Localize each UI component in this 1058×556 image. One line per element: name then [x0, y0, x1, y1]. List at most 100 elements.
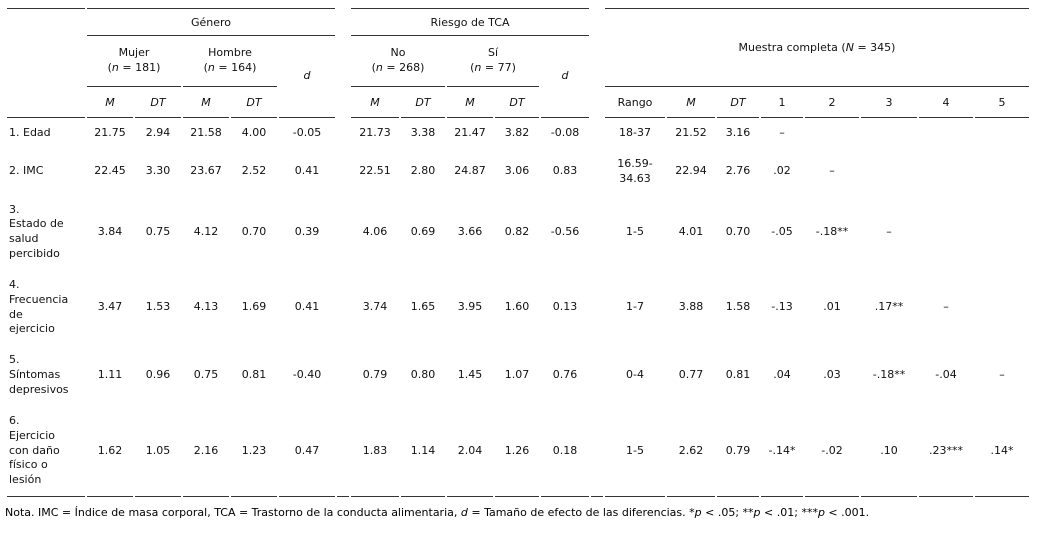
value-cell: 0.70: [241, 224, 267, 238]
value-cell: 3.74: [362, 300, 388, 314]
value-cell: 22.94: [675, 164, 707, 178]
mujer-n: (n = 181): [107, 61, 161, 74]
value-cell: 16.59-34.63: [617, 156, 653, 185]
value-cell: -0.08: [550, 126, 580, 139]
value-cell: 3.06: [504, 164, 530, 178]
spacer: [337, 270, 349, 345]
value-cell: .02: [773, 164, 791, 178]
value-cell: 0.41: [294, 164, 320, 178]
value-cell: 3.47: [97, 300, 123, 314]
value-cell: –: [943, 300, 949, 314]
value-cell: -0.40: [292, 368, 322, 382]
value-cell: –: [886, 224, 892, 238]
col-header-dt: DT: [135, 87, 181, 118]
value-cell: 3.38: [410, 126, 436, 139]
value-cell: .14*: [975, 406, 1029, 498]
value-cell: .10: [861, 406, 917, 498]
value-cell: 0.83: [552, 164, 578, 178]
value-cell: 22.45: [94, 164, 126, 178]
value-cell: 1-5: [605, 406, 665, 498]
value-cell: 0.80: [410, 368, 436, 382]
value-cell: 0.47: [279, 406, 335, 498]
value-cell: 2.94: [145, 126, 171, 139]
value-cell: 0.41: [294, 300, 320, 314]
stub-header: [7, 8, 85, 118]
spacer: [337, 406, 349, 498]
group-header-genero: Género: [87, 8, 335, 36]
value-cell: 3.88: [678, 300, 704, 314]
value-cell: 1.26: [495, 406, 539, 498]
col-header-3: 3: [861, 87, 917, 118]
value-cell: 3.30: [145, 164, 171, 178]
value-cell: 3.95: [457, 300, 483, 314]
value-cell: [975, 118, 1029, 149]
value-cell: [919, 118, 973, 149]
no-label: No: [390, 46, 406, 60]
value-cell: 0.75: [193, 368, 219, 382]
col-header-2: 2: [805, 87, 859, 118]
row-label: 6. Ejercicio con daño físico o lesión: [7, 406, 85, 498]
descriptives-table: Género Riesgo de TCA Muestra completa ( N…: [5, 8, 1031, 498]
value-cell: 24.87: [454, 164, 486, 178]
value-cell: 1.45: [457, 368, 483, 382]
value-cell: 2.04: [447, 406, 493, 498]
col-header-rango: Rango: [605, 87, 665, 118]
value-cell: [919, 195, 973, 270]
col-header-dt: DT: [231, 87, 277, 118]
value-cell: -.14*: [761, 406, 803, 498]
note-text: < .01; ***: [760, 506, 818, 520]
subgroup-header-si: Sí (n = 77): [447, 36, 539, 87]
value-cell: 4.01: [678, 224, 704, 238]
value-cell: 21.47: [454, 126, 486, 139]
col-header-m: M: [351, 87, 399, 118]
value-cell: .17**: [874, 300, 904, 314]
value-cell: 1.58: [725, 300, 751, 314]
value-cell: [861, 149, 917, 195]
value-cell: 21.52: [675, 126, 707, 139]
value-cell: 0.13: [552, 300, 578, 314]
value-cell: 4.00: [241, 126, 267, 139]
value-cell: -.18**: [872, 368, 906, 382]
value-cell: .03: [823, 368, 841, 382]
table-body: 1. Edad 21.75 2.94 21.58 4.00 -0.05 21.73 3.38 2…: [7, 118, 1029, 498]
group-header-riesgo-tca: Riesgo de TCA: [351, 8, 589, 36]
col-header-m: M: [447, 87, 493, 118]
value-cell: 2.62: [667, 406, 715, 498]
value-cell: [975, 270, 1029, 345]
value-cell: 0.77: [678, 368, 704, 382]
value-cell: 2.80: [410, 164, 436, 178]
p-symbol: p: [694, 506, 702, 520]
value-cell: 1.65: [410, 300, 436, 314]
value-cell: 3.66: [457, 224, 483, 238]
value-cell: 4.06: [362, 224, 388, 238]
hombre-label: Hombre: [208, 46, 252, 60]
value-cell: 1-7: [626, 300, 644, 314]
value-cell: 1.14: [401, 406, 445, 498]
col-header-4: 4: [919, 87, 973, 118]
spacer: [337, 149, 349, 195]
spacer: [591, 118, 603, 149]
no-n: (n = 268): [371, 61, 425, 74]
si-n: (n = 77): [470, 61, 516, 74]
value-cell: 0.79: [362, 368, 388, 382]
value-cell: 23.67: [190, 164, 222, 178]
value-cell: 0.39: [294, 224, 320, 238]
value-cell: 0.18: [541, 406, 589, 498]
value-cell: -0.05: [292, 126, 322, 139]
muestra-label: Muestra completa (: [738, 41, 846, 54]
value-cell: 21.73: [359, 126, 391, 139]
spacer: [591, 345, 603, 406]
value-cell: 0.96: [145, 368, 171, 382]
value-cell: 1.83: [351, 406, 399, 498]
table-note: Nota. IMC = Índice de masa corporal, TCA…: [5, 504, 1043, 521]
value-cell: 0.75: [145, 224, 171, 238]
table-row: 2. IMC 22.45 3.30 23.67 2.52 0.41 22.51 2.80 24.…: [7, 149, 1029, 195]
value-cell: –: [829, 164, 835, 178]
value-cell: –: [779, 126, 785, 139]
table-row: 3. Estado de salud percibido 3.84 0.75 4.12…: [7, 195, 1029, 270]
row-label: 2. IMC: [9, 164, 44, 178]
value-cell: 0.69: [410, 224, 436, 238]
spacer: [337, 118, 349, 149]
col-header-dt: DT: [717, 87, 759, 118]
